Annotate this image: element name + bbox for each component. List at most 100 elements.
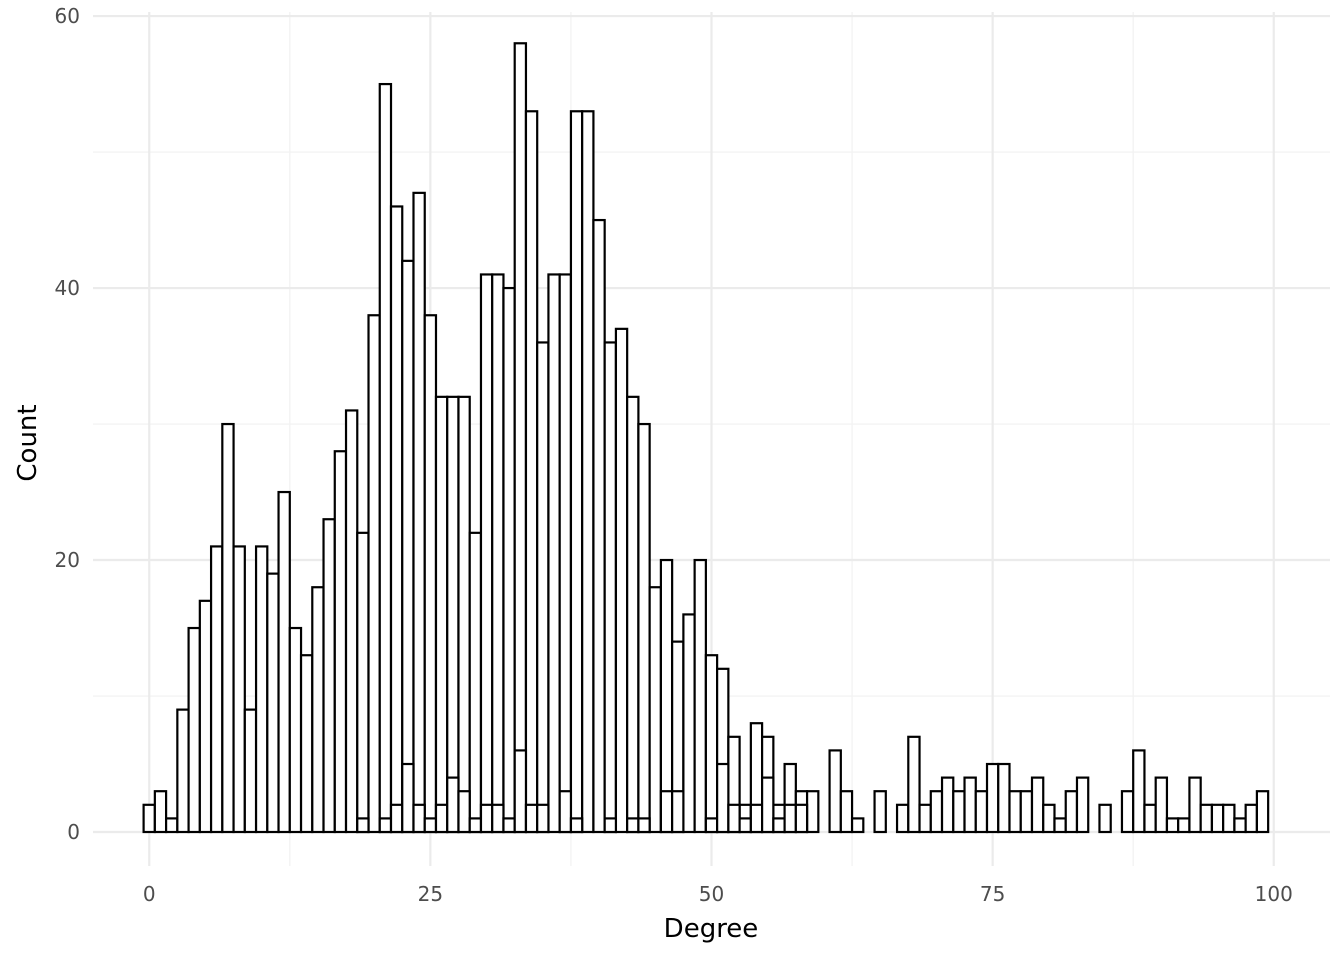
histogram-bar [446, 395, 460, 834]
histogram-bar [536, 341, 550, 834]
histogram-bar [412, 191, 426, 834]
histogram-bar [266, 572, 280, 834]
histogram-bar [1222, 803, 1236, 834]
histogram-bar [873, 790, 887, 834]
histogram-bar [850, 817, 865, 834]
histogram-bar [592, 218, 606, 834]
histogram-bar [704, 654, 719, 834]
histogram-bar [221, 422, 235, 834]
histogram-bar [929, 790, 944, 834]
histogram-bar [243, 708, 258, 834]
histogram-bar [918, 803, 932, 834]
histogram-bar [648, 586, 662, 834]
histogram-bar [974, 790, 989, 834]
histogram-bar [839, 790, 854, 834]
histogram-bar [479, 803, 494, 834]
histogram-bar [1030, 776, 1045, 834]
histogram-bar [468, 531, 483, 834]
x-tick-label: 75 [980, 882, 1005, 906]
histogram-bar [446, 776, 460, 834]
histogram-bar [434, 395, 449, 834]
histogram-bar [513, 42, 528, 834]
histogram-bar [389, 205, 404, 834]
bars [142, 42, 1270, 834]
histogram-bar [1199, 803, 1214, 834]
histogram-bar [356, 817, 370, 834]
y-tick-label: 40 [55, 276, 80, 300]
histogram-bar [1098, 803, 1112, 834]
histogram-bar [198, 599, 213, 834]
y-axis-title: Count [13, 404, 43, 481]
histogram-bar [491, 803, 505, 834]
histogram-bar [1132, 749, 1146, 834]
histogram-bar [142, 803, 156, 834]
histogram-bar [1233, 817, 1247, 834]
histogram-bar [671, 790, 685, 834]
histogram-bar [569, 110, 584, 834]
histogram-bar [693, 558, 707, 834]
histogram-bar [772, 817, 786, 834]
histogram-bar [603, 817, 618, 834]
histogram-bar [187, 626, 201, 834]
histogram-bar [524, 110, 539, 834]
histogram-bar [288, 626, 303, 834]
histogram-bar [502, 286, 516, 834]
histogram-bar [682, 613, 696, 834]
histogram-bar [614, 327, 629, 834]
histogram-bar [457, 395, 471, 834]
histogram-bar [277, 490, 291, 834]
histogram-bar [659, 790, 674, 834]
histogram-bar [524, 803, 539, 834]
histogram-bar [716, 762, 730, 834]
histogram-bar [1019, 790, 1034, 834]
histogram-bar [828, 749, 842, 834]
histogram-bar [378, 82, 393, 834]
histogram-bar [333, 450, 348, 834]
histogram-bar [637, 817, 651, 834]
histogram-bar [389, 803, 404, 834]
histogram-bar [457, 790, 471, 834]
histogram-bar [378, 817, 393, 834]
histogram-bar [963, 776, 977, 834]
histogram-bar [1120, 790, 1135, 834]
histogram-bar [738, 817, 752, 834]
histogram-bar [558, 273, 573, 834]
histogram-bar [547, 273, 561, 834]
histogram-bar [344, 409, 359, 834]
histogram-bar [401, 259, 415, 834]
x-tick-label: 100 [1255, 882, 1293, 906]
histogram-bar [491, 273, 505, 834]
histogram-bar [1210, 803, 1225, 834]
histogram-bar [581, 110, 595, 834]
histogram-bar [727, 803, 741, 834]
histogram-bar [794, 803, 809, 834]
histogram-bar [423, 817, 438, 834]
histogram-bar [434, 803, 449, 834]
histogram-bar [907, 735, 921, 834]
histogram-bar [423, 314, 438, 834]
histogram-bar [299, 654, 314, 834]
histogram-bar [603, 341, 618, 834]
histogram-bar [952, 790, 966, 834]
histogram-bar [1165, 817, 1180, 834]
y-tick-label: 60 [55, 4, 80, 28]
histogram-bar [1075, 776, 1090, 834]
x-tick-label: 25 [418, 882, 443, 906]
histogram-bar [311, 586, 325, 834]
histogram-bar [164, 817, 179, 834]
histogram-bar [468, 817, 483, 834]
histogram-bar [895, 803, 910, 834]
histogram-bar [536, 803, 550, 834]
histogram-bar [1177, 817, 1191, 834]
histogram-bar [783, 803, 797, 834]
histogram-bar [176, 708, 190, 834]
histogram-bar [412, 803, 426, 834]
histogram-bar [322, 518, 336, 834]
histogram-bar [704, 817, 719, 834]
histogram-bar [232, 545, 246, 834]
histogram-bar [940, 776, 955, 834]
histogram-bar [626, 817, 640, 834]
x-axis-title: Degree [664, 914, 759, 944]
histogram-bar [997, 762, 1011, 834]
